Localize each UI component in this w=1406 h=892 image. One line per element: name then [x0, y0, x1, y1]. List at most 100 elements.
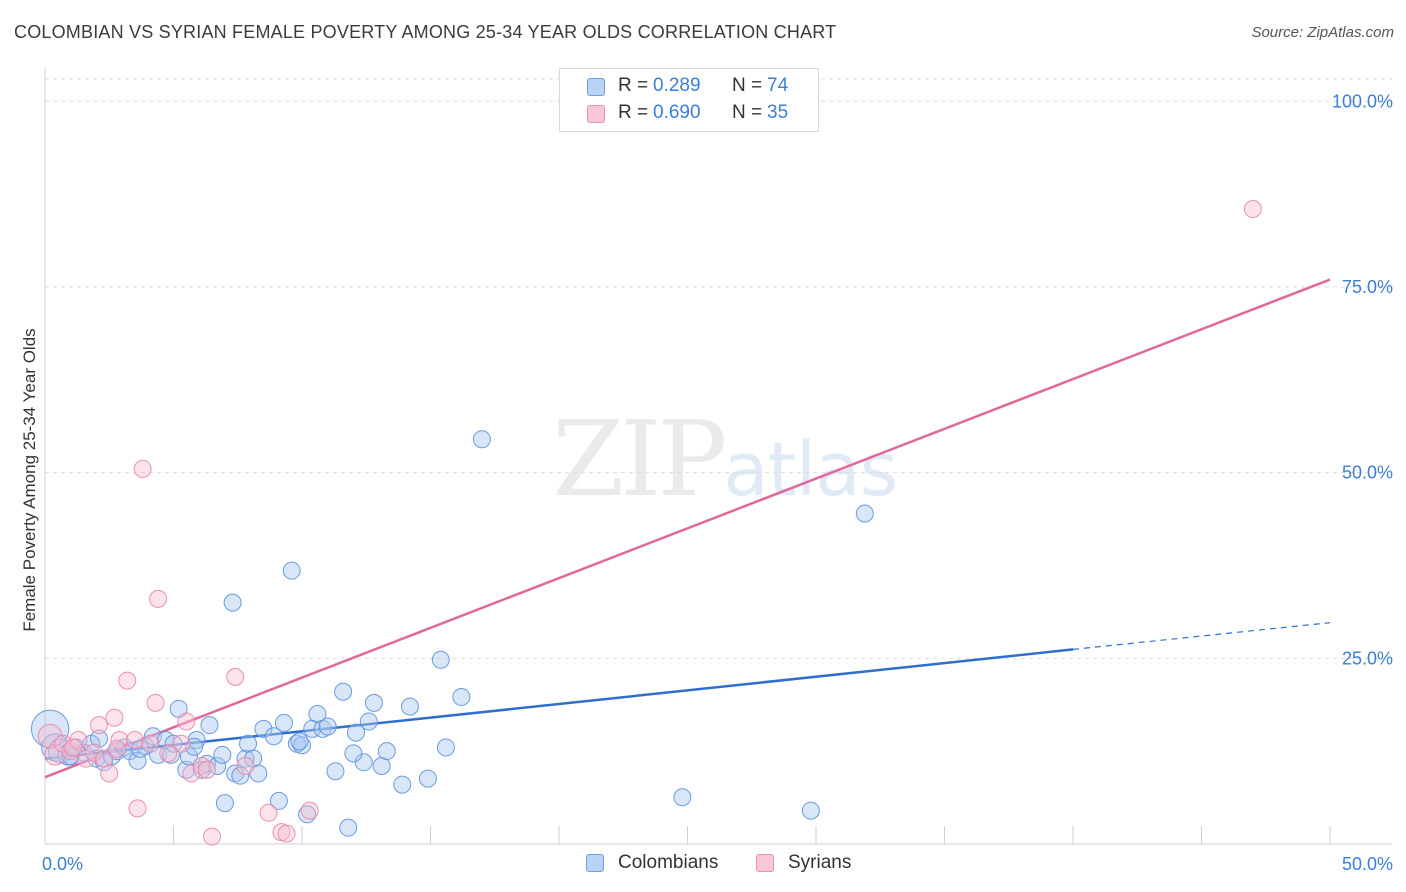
point-colombians — [344, 744, 363, 763]
trendline-syrians — [44, 278, 1331, 779]
point-syrians — [177, 712, 196, 731]
point-syrians — [1243, 199, 1262, 218]
point-colombians — [164, 734, 183, 753]
point-syrians — [133, 459, 152, 478]
point-syrians — [100, 764, 119, 783]
point-syrians — [89, 716, 108, 735]
zipatlas-watermark: ZIPatlas — [552, 398, 898, 520]
point-colombians — [223, 593, 242, 612]
x-tick-label: 0.0% — [42, 854, 83, 874]
point-colombians — [200, 716, 219, 735]
point-colombians — [326, 762, 345, 781]
point-colombians — [264, 727, 283, 746]
y-tick-label: 75.0% — [1342, 277, 1393, 297]
n-label: N = — [732, 102, 763, 123]
point-colombians — [400, 697, 419, 716]
point-syrians — [84, 743, 103, 762]
point-colombians — [290, 732, 309, 751]
y-tick-label: 100.0% — [1332, 91, 1393, 111]
point-colombians — [431, 650, 450, 669]
x-tick-label: 50.0% — [1342, 854, 1393, 874]
point-colombians — [131, 739, 150, 758]
watermark-atlas: atlas — [723, 427, 898, 513]
label-layer: 25.0% 50.0% 75.0% 100.0% 0.0% 50.0% — [42, 91, 1393, 874]
point-syrians — [159, 744, 178, 763]
point-syrians — [149, 589, 168, 608]
point-colombians — [254, 719, 273, 738]
point-colombians — [364, 693, 383, 712]
point-syrians — [64, 738, 83, 757]
point-colombians — [269, 791, 288, 810]
point-colombians — [213, 745, 232, 764]
point-syrians — [107, 739, 126, 758]
chart-title: COLOMBIAN VS SYRIAN FEMALE POVERTY AMONG… — [14, 22, 837, 42]
point-syrians — [105, 708, 124, 727]
y-tick-label: 25.0% — [1342, 648, 1393, 668]
point-syrians — [277, 824, 296, 843]
point-colombians — [339, 818, 358, 837]
point-syrians — [128, 799, 147, 818]
n-value: 74 — [767, 75, 789, 96]
legend-label-colombians: Colombians — [618, 852, 719, 873]
point-colombians — [359, 712, 378, 731]
legend-label-syrians: Syrians — [788, 852, 852, 873]
point-colombians — [208, 757, 227, 776]
correlation-legend: R = 0.289 N = 74 R = 0.690 N = 35 — [559, 68, 819, 132]
r-value: 0.289 — [653, 75, 701, 96]
y-axis-label-wrap: Female Poverty Among 25-34 Year Olds — [16, 180, 44, 780]
legend-row-syrians: R = 0.690 N = 35 — [560, 100, 818, 128]
point-syrians — [182, 764, 201, 783]
point-colombians — [275, 713, 294, 732]
point-syrians — [203, 827, 222, 846]
point-syrians — [37, 723, 63, 749]
point-colombians — [346, 723, 365, 742]
point-colombians — [215, 794, 234, 813]
point-colombians — [231, 766, 250, 785]
grid-layer — [45, 78, 1392, 659]
point-colombians — [282, 561, 301, 580]
trendline-colombians-extension — [1072, 622, 1331, 651]
legend-row-colombians: R = 0.289 N = 74 — [560, 73, 818, 101]
point-colombians — [354, 753, 373, 772]
axis-layer — [44, 67, 1392, 845]
point-syrians — [118, 671, 137, 690]
point-colombians — [192, 760, 211, 779]
point-syrians — [44, 744, 66, 766]
colombians-swatch — [587, 78, 605, 96]
point-colombians — [436, 738, 455, 757]
point-colombians — [334, 682, 353, 701]
r-label: R = — [618, 75, 649, 96]
point-colombians — [801, 801, 820, 820]
point-colombians — [236, 749, 255, 768]
point-layer — [30, 199, 1262, 846]
trend-layer — [44, 278, 1331, 779]
y-tick-label: 50.0% — [1342, 463, 1393, 483]
watermark-zip: ZIP — [552, 398, 727, 520]
point-syrians — [236, 757, 255, 776]
point-syrians — [146, 693, 165, 712]
point-colombians — [452, 687, 471, 706]
n-label: N = — [732, 75, 763, 96]
trendline-colombians — [44, 648, 1074, 760]
point-syrians — [141, 734, 160, 753]
point-syrians — [125, 731, 144, 750]
syrians-swatch — [587, 105, 605, 123]
point-colombians — [89, 729, 108, 748]
syrians-legend-swatch — [756, 854, 774, 872]
point-colombians — [472, 430, 491, 449]
point-colombians — [30, 709, 70, 749]
point-colombians — [855, 504, 874, 523]
point-colombians — [673, 788, 692, 807]
y-axis-label: Female Poverty Among 25-34 Year Olds — [20, 328, 39, 632]
point-colombians — [128, 751, 147, 770]
n-value: 35 — [767, 102, 789, 123]
point-syrians — [259, 803, 278, 822]
point-syrians — [226, 667, 245, 686]
point-syrians — [53, 734, 72, 753]
point-colombians — [377, 742, 396, 761]
r-value: 0.690 — [653, 102, 701, 123]
point-colombians — [318, 717, 337, 736]
point-colombians — [418, 769, 437, 788]
point-syrians — [172, 734, 191, 753]
